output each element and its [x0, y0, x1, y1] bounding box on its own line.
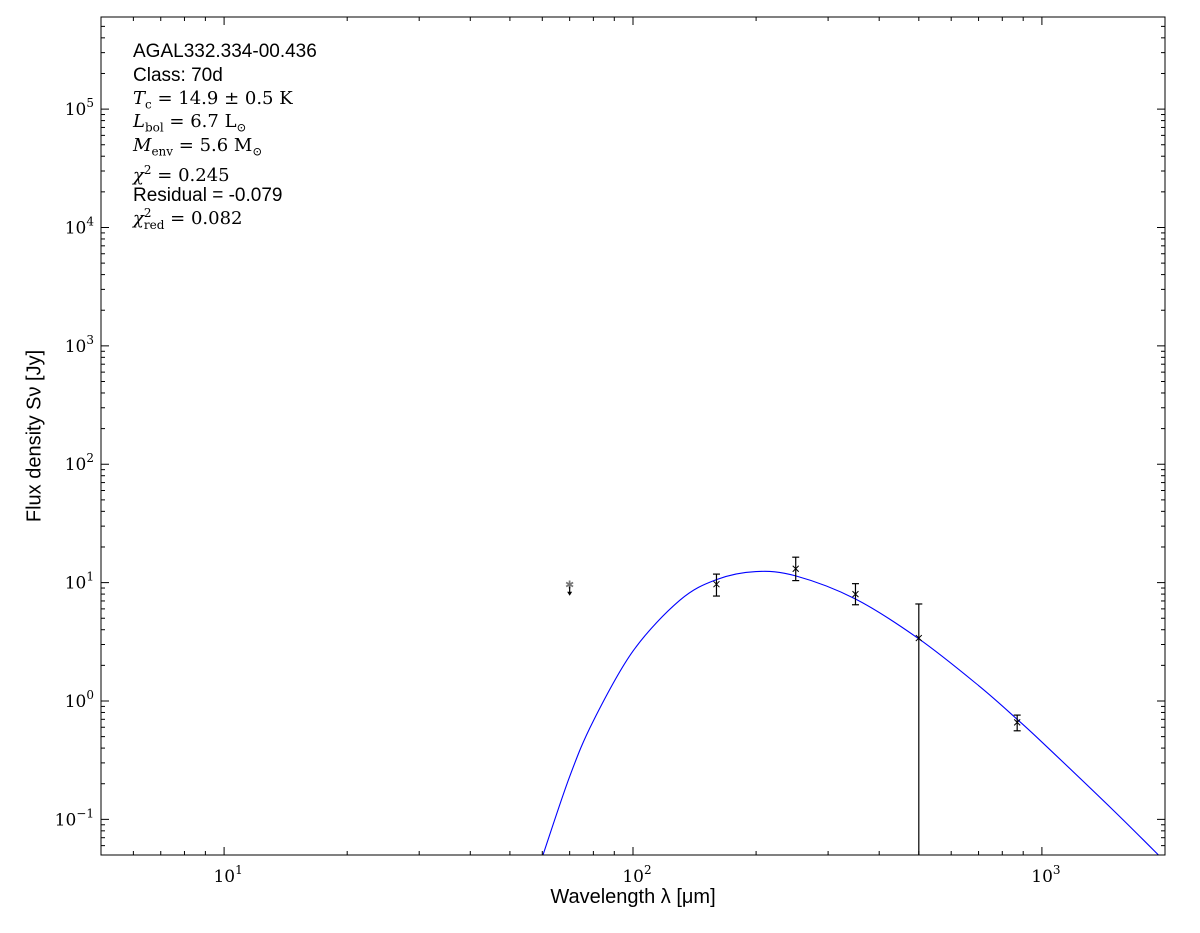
- y-tick-label: 102: [65, 451, 94, 475]
- y-tick-label: 101: [65, 570, 94, 594]
- source-name: AGAL332.334-00.436: [133, 41, 317, 62]
- chi2-label: χ2 = 0.245: [133, 163, 230, 186]
- chi2red-label: χ 2 red = 0.082: [133, 206, 243, 232]
- y-tick-label: 103: [65, 333, 94, 357]
- temperature-label: Tc = 14.9 ± 0.5 K: [133, 88, 293, 112]
- y-tick-label: 10−1: [55, 806, 94, 830]
- luminosity-label: Lbol = 6.7 L⊙: [133, 111, 247, 135]
- x-tick-label: 101: [213, 863, 242, 887]
- y-tick-label: 100: [65, 688, 94, 712]
- x-tick-label: 102: [622, 863, 651, 887]
- upper-limit-marker: ✱: [565, 580, 574, 592]
- data-point: [915, 634, 923, 642]
- x-tick-label: 103: [1031, 863, 1060, 887]
- y-axis-label: Flux density Sν [Jy]: [23, 349, 46, 523]
- data-point: [852, 590, 859, 598]
- residual-label: Residual = -0.079: [133, 185, 283, 206]
- upper-limit-arrowhead: [567, 591, 573, 596]
- x-axis-label: Wavelength λ [μm]: [550, 886, 716, 908]
- y-tick-label: 105: [65, 96, 94, 120]
- model-curve: [542, 570, 1160, 855]
- class-label: Class: 70d: [133, 65, 223, 86]
- data-point: [792, 565, 800, 573]
- data-point: [713, 580, 720, 588]
- mass-label: Menv = 5.6 M⊙: [133, 135, 263, 159]
- data-point: [1013, 718, 1021, 726]
- y-tick-label: 104: [65, 214, 95, 238]
